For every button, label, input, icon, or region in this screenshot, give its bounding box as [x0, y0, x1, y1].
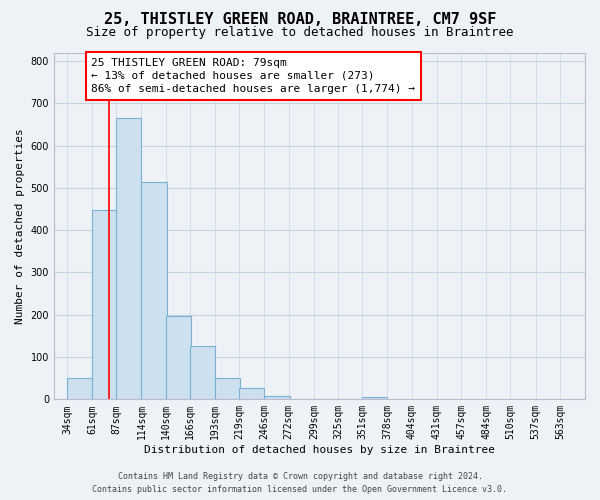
Text: 25 THISTLEY GREEN ROAD: 79sqm
← 13% of detached houses are smaller (273)
86% of : 25 THISTLEY GREEN ROAD: 79sqm ← 13% of d… [91, 58, 415, 94]
Bar [362, 397, 388, 400]
Bar [67, 378, 92, 400]
Bar [215, 378, 240, 400]
Bar [116, 118, 142, 400]
Text: Contains HM Land Registry data © Crown copyright and database right 2024.
Contai: Contains HM Land Registry data © Crown c… [92, 472, 508, 494]
Bar [265, 396, 290, 400]
X-axis label: Distribution of detached houses by size in Braintree: Distribution of detached houses by size … [144, 445, 495, 455]
Y-axis label: Number of detached properties: Number of detached properties [15, 128, 25, 324]
Bar [190, 346, 215, 400]
Bar [92, 210, 117, 400]
Bar [142, 182, 167, 400]
Text: Size of property relative to detached houses in Braintree: Size of property relative to detached ho… [86, 26, 514, 39]
Bar [166, 316, 191, 400]
Bar [239, 388, 265, 400]
Text: 25, THISTLEY GREEN ROAD, BRAINTREE, CM7 9SF: 25, THISTLEY GREEN ROAD, BRAINTREE, CM7 … [104, 12, 496, 28]
